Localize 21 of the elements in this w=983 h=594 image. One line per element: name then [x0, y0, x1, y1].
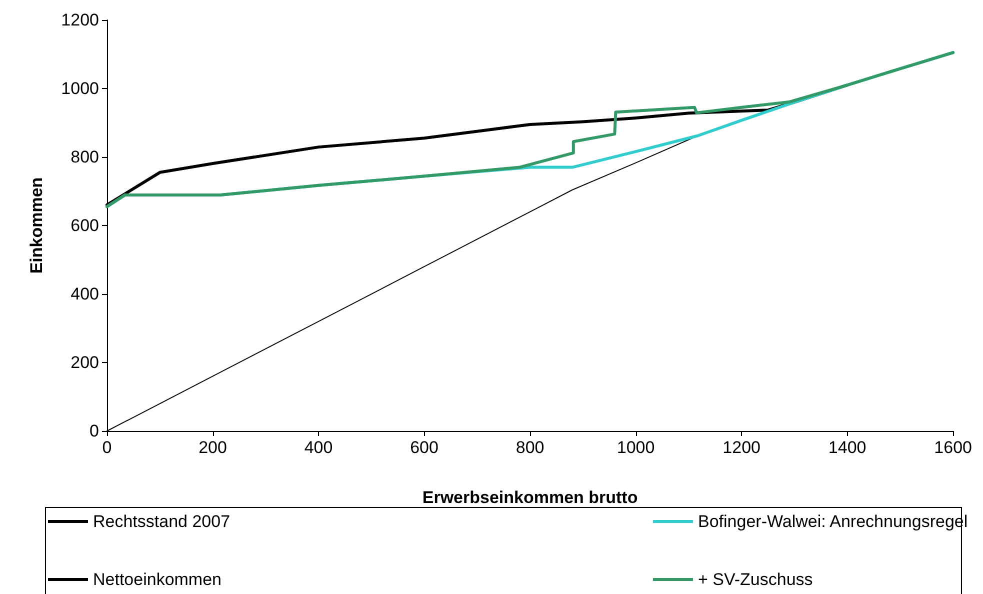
- y-tick-label: 0: [90, 422, 99, 440]
- legend-label: + SV-Zuschuss: [698, 570, 813, 589]
- y-axis-title: Einkommen: [27, 177, 46, 274]
- x-tick-label: 600: [410, 438, 438, 457]
- y-tick-label: 200: [70, 353, 99, 372]
- x-tick-label: 1200: [722, 438, 760, 457]
- x-tick-label: 1600: [934, 438, 972, 457]
- legend-label: Rechtsstand 2007: [93, 512, 230, 531]
- x-tick-label: 200: [198, 438, 227, 457]
- x-tick-label: 1400: [828, 438, 866, 457]
- x-tick-label: 800: [516, 438, 544, 457]
- legend-label: Nettoeinkommen: [93, 570, 222, 589]
- y-tick-label: 800: [70, 148, 99, 166]
- x-tick-label: 0: [102, 438, 112, 457]
- x-tick-label: 1000: [616, 438, 655, 457]
- x-axis-title: Erwerbseinkommen brutto: [422, 488, 638, 507]
- y-tick-label: 1200: [61, 10, 99, 30]
- x-tick-label: 400: [304, 438, 333, 457]
- y-tick-label: 400: [70, 284, 99, 304]
- y-tick-label: 600: [70, 216, 99, 235]
- y-tick-label: 1000: [61, 79, 99, 98]
